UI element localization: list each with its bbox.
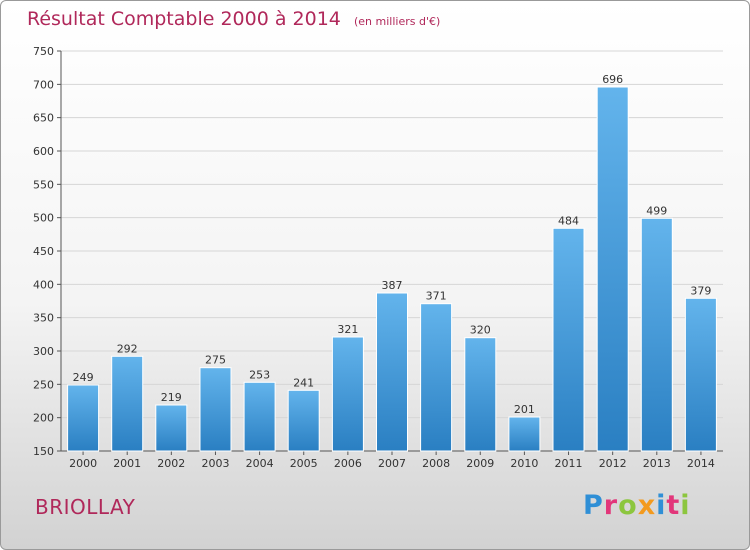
y-tick-labels: 150 200 250 300 350 400 450 500 550 600 650 700 750 (33, 45, 54, 458)
y-tick-label: 600 (33, 145, 54, 158)
x-tick-label: 2014 (687, 457, 715, 470)
y-tick-label: 550 (33, 178, 54, 191)
bar-2008 (420, 303, 453, 452)
y-tick-label: 400 (33, 278, 54, 291)
logo-letter: o (618, 490, 638, 521)
x-tick-label: 2006 (334, 457, 362, 470)
data-label: 201 (514, 403, 535, 416)
x-tick-label: 2003 (202, 457, 230, 470)
y-tick-label: 750 (33, 45, 54, 58)
x-tick-label: 2011 (555, 457, 583, 470)
logo-letter: r (603, 490, 619, 521)
x-tick-label: 2010 (510, 457, 538, 470)
bar-2007 (376, 292, 408, 452)
title-row: Résultat Comptable 2000 à 2014 (en milli… (27, 8, 440, 30)
y-tick-label: 650 (33, 112, 54, 125)
bar-2010 (508, 416, 541, 452)
x-tick-label: 2009 (466, 457, 494, 470)
data-label: 321 (337, 323, 358, 336)
y-tick-label: 700 (33, 78, 54, 91)
data-label: 241 (293, 376, 314, 389)
logo-letter: i (656, 490, 667, 521)
commune-name: BRIOLLAY (35, 495, 136, 519)
logo-letter: t (666, 490, 681, 521)
bar-2013 (640, 217, 673, 452)
bar-2005 (287, 389, 320, 452)
bar-2003 (199, 367, 232, 452)
bars (67, 86, 717, 452)
x-tick-label: 2012 (599, 457, 627, 470)
data-label: 253 (249, 368, 270, 381)
x-tick-label: 2001 (113, 457, 141, 470)
data-label: 387 (382, 279, 403, 292)
bar-2014 (684, 297, 717, 452)
bar-2006 (331, 336, 364, 452)
logo-letter: P (583, 490, 604, 521)
x-tick-label: 2000 (69, 457, 97, 470)
x-tick-label: 2005 (290, 457, 318, 470)
bar-2002 (155, 404, 188, 452)
chart-title: Résultat Comptable 2000 à 2014 (27, 8, 341, 30)
logo-letter: x (637, 490, 657, 521)
data-label: 696 (602, 73, 623, 86)
x-tick-label: 2002 (157, 457, 185, 470)
y-tick-label: 500 (33, 212, 54, 225)
data-label: 249 (73, 371, 94, 384)
data-label: 499 (646, 204, 667, 217)
y-tick-label: 250 (33, 378, 54, 391)
data-label: 379 (690, 284, 711, 297)
y-tick-label: 450 (33, 245, 54, 258)
data-label: 484 (558, 214, 579, 227)
bar-2011 (552, 227, 585, 452)
y-tick-label: 150 (33, 445, 54, 458)
data-label: 275 (205, 354, 226, 367)
x-tick-label: 2008 (422, 457, 450, 470)
data-labels: 249 292 219 275 253 241 321 387 371 320 201 484 696 4… (73, 73, 712, 416)
chart-subtitle: (en milliers d'€) (353, 15, 441, 28)
data-label: 219 (161, 391, 182, 404)
bar-2009 (464, 337, 497, 452)
proxiti-logo: Proxiti (583, 490, 691, 521)
y-tick-label: 350 (33, 312, 54, 325)
data-label: 292 (117, 342, 138, 355)
y-tick-label: 200 (33, 412, 54, 425)
bar-2000 (67, 384, 100, 452)
bar-2012 (596, 86, 629, 452)
x-tick-label: 2013 (643, 457, 671, 470)
data-label: 371 (426, 290, 447, 303)
bar-2001 (111, 355, 144, 452)
x-tick-label: 2007 (378, 457, 406, 470)
x-tick-label: 2004 (246, 457, 274, 470)
bar-2004 (243, 381, 276, 452)
x-tick-labels: 2000 2001 2002 2003 2004 2005 2006 2007 2008 2009… (69, 457, 715, 470)
data-label: 320 (470, 324, 491, 337)
y-tick-label: 300 (33, 345, 54, 358)
logo-letter: i (680, 490, 691, 521)
